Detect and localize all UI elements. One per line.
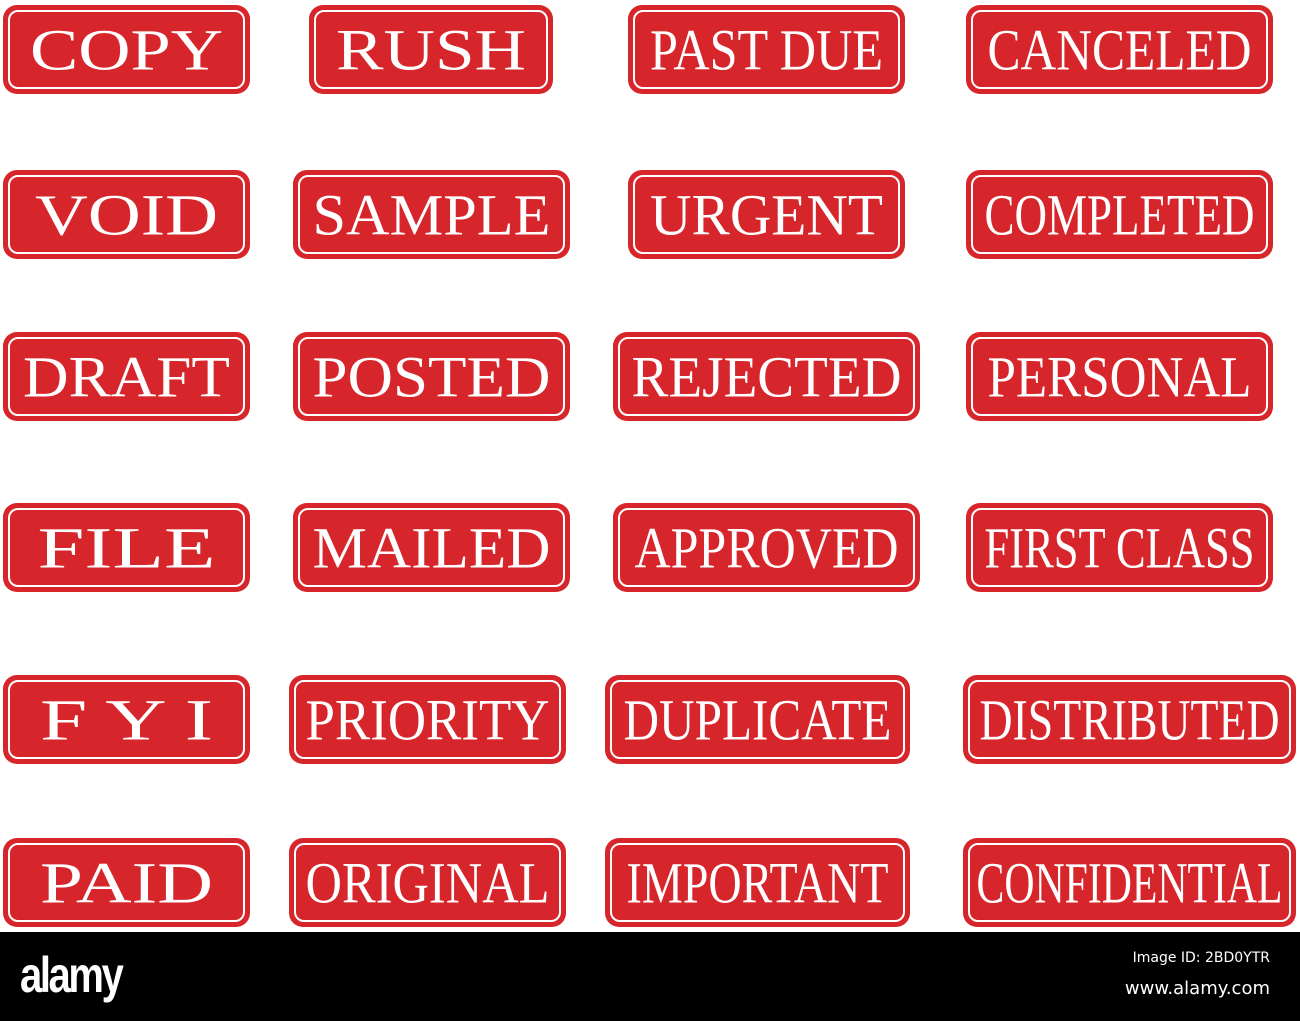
website-url: www.alamy.com: [1124, 978, 1270, 999]
stamp-label: CONFIDENTIAL: [977, 851, 1283, 916]
stamp-rush: RUSH: [309, 5, 553, 94]
stamp-void: VOID: [3, 170, 250, 259]
stamp-posted: POSTED: [293, 332, 570, 421]
stamp-sample: SAMPLE: [293, 170, 570, 259]
stamp-label: POSTED: [313, 345, 551, 410]
stamp-label: VOID: [35, 183, 218, 248]
stamp-first-class: FIRST CLASS: [966, 503, 1273, 592]
image-id: Image ID: 2BD0YTR: [1132, 950, 1270, 966]
stamp-label: PAST DUE: [650, 18, 883, 83]
stamp-label: ORIGINAL: [306, 851, 550, 916]
stamp-label: FIRST CLASS: [985, 516, 1255, 581]
stamp-confidential: CONFIDENTIAL: [963, 838, 1296, 927]
stamp-draft: DRAFT: [3, 332, 250, 421]
alamy-logo: alamy: [20, 947, 124, 1003]
stamp-label: DISTRIBUTED: [980, 688, 1280, 753]
stamp-file: FILE: [3, 503, 250, 592]
stamp-distributed: DISTRIBUTED: [963, 675, 1296, 764]
stamp-important: IMPORTANT: [605, 838, 910, 927]
stamp-label: URGENT: [650, 183, 883, 248]
stamp-copy: COPY: [3, 5, 250, 94]
stamp-approved: APPROVED: [613, 503, 920, 592]
stamp-completed: COMPLETED: [966, 170, 1273, 259]
stamp-personal: PERSONAL: [966, 332, 1273, 421]
stamp-label: PERSONAL: [988, 345, 1252, 410]
stamp-label: DRAFT: [23, 345, 230, 410]
stamp-past-due: PAST DUE: [628, 5, 905, 94]
stamp-label: SAMPLE: [313, 183, 551, 248]
stamp-paid: PAID: [3, 838, 250, 927]
stamp-label: CANCELED: [988, 18, 1252, 83]
stamp-priority: PRIORITY: [289, 675, 566, 764]
watermark-footer: alamy Image ID: 2BD0YTR www.alamy.com: [0, 932, 1300, 1021]
stamp-label: PRIORITY: [306, 688, 550, 753]
stamp-mailed: MAILED: [293, 503, 570, 592]
stamp-label: RUSH: [336, 18, 526, 83]
stamp-label: DUPLICATE: [624, 688, 892, 753]
stamp-label: FILE: [38, 516, 216, 581]
stamp-label: PAID: [40, 851, 213, 916]
stamp-label: IMPORTANT: [627, 851, 889, 916]
stamp-rejected: REJECTED: [613, 332, 920, 421]
stamp-label: COPY: [30, 18, 223, 83]
stamp-label: MAILED: [313, 516, 551, 581]
stamp-duplicate: DUPLICATE: [605, 675, 910, 764]
stamp-label: COMPLETED: [985, 183, 1255, 248]
stamp-label: APPROVED: [635, 516, 899, 581]
stamp-label: REJECTED: [632, 345, 902, 410]
stamp-urgent: URGENT: [628, 170, 905, 259]
stamp-original: ORIGINAL: [289, 838, 566, 927]
stamp-f-y-i: F Y I: [3, 675, 250, 764]
stamp-label: F Y I: [40, 688, 213, 753]
stamp-canceled: CANCELED: [966, 5, 1273, 94]
